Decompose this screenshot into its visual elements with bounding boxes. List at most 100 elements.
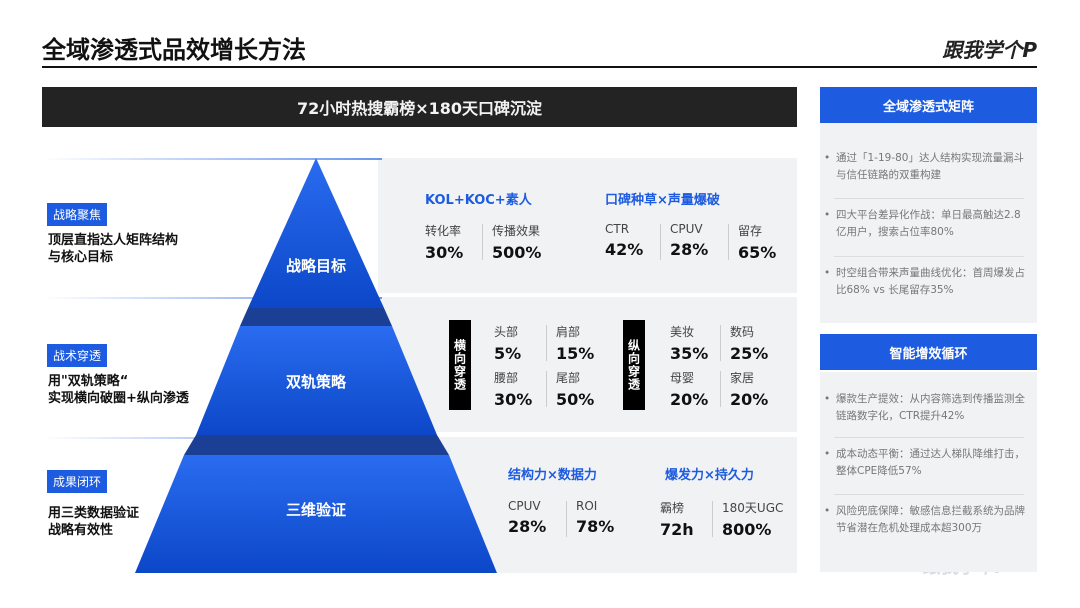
tier-band bbox=[240, 308, 392, 326]
metric-value: 78% bbox=[576, 517, 615, 536]
metric: 数码 25% bbox=[730, 323, 768, 363]
metric-label: 腰部 bbox=[494, 371, 519, 385]
tier-shape bbox=[135, 455, 497, 573]
metric: CPUV 28% bbox=[670, 222, 708, 259]
metric: 180天UGC 800% bbox=[722, 499, 783, 539]
tier-line bbox=[42, 297, 382, 299]
tier-desc: 实现横向破圈+纵向渗透 bbox=[48, 391, 189, 406]
metric-label: 美妆 bbox=[670, 325, 695, 339]
group-tag: 纵向穿透 bbox=[623, 320, 645, 410]
separator bbox=[834, 437, 1024, 438]
divider bbox=[546, 371, 547, 407]
sidebar-item: 四大平台差异化作战：单日最高触达2.8亿用户，搜索占位率80% bbox=[824, 207, 1026, 241]
sidebar-item: 风险兜底保障：敏感信息拦截系统为品牌节省潜在危机处理成本超300万 bbox=[824, 503, 1026, 537]
tier-desc: 与核心目标 bbox=[48, 250, 114, 265]
group-tag: 横向穿透 bbox=[449, 320, 471, 410]
metric: 肩部 15% bbox=[556, 323, 594, 363]
banner: 72小时热搜霸榜×180天口碑沉淀 bbox=[42, 87, 797, 127]
metric-label: ROI bbox=[576, 499, 598, 513]
pyramid-label: 双轨策略 bbox=[285, 373, 346, 391]
metric-value: 50% bbox=[556, 390, 595, 409]
metric: 母婴 20% bbox=[670, 369, 708, 409]
metric-value: 20% bbox=[730, 390, 769, 409]
sidebar-item: 时空组合带来声量曲线优化：首周爆发占比68% vs 长尾留存35% bbox=[824, 265, 1026, 299]
metric-value: 30% bbox=[425, 243, 464, 262]
separator bbox=[834, 198, 1024, 199]
metric: CPUV 28% bbox=[508, 499, 546, 536]
metric-label: 转化率 bbox=[425, 224, 462, 238]
tier-tag: 战术穿透 bbox=[47, 344, 108, 367]
tier-tag: 成果闭环 bbox=[47, 470, 108, 493]
group-title: 爆发力×持久力 bbox=[665, 468, 754, 483]
sidebar-item: 成本动态平衡：通过达人梯队降维打击，整体CPE降低57% bbox=[824, 446, 1026, 480]
tier-panel bbox=[378, 297, 797, 432]
title: 全域渗透式品效增长方法 bbox=[42, 36, 306, 64]
group-title: 结构力×数据力 bbox=[508, 468, 597, 483]
metric-label: 180天UGC bbox=[722, 501, 784, 515]
metric-label: 数码 bbox=[730, 325, 755, 339]
metric: 转化率 30% bbox=[425, 222, 463, 262]
metric: ROI 78% bbox=[576, 499, 614, 536]
metric-label: CPUV bbox=[670, 222, 703, 236]
metric-value: 65% bbox=[738, 243, 777, 262]
metric-label: 母婴 bbox=[670, 371, 695, 385]
metric: 美妆 35% bbox=[670, 323, 708, 363]
sidebar-title: 全域渗透式矩阵 bbox=[820, 87, 1037, 123]
header-rule bbox=[42, 66, 1037, 68]
metric-label: CPUV bbox=[508, 499, 541, 513]
metric-value: 72h bbox=[660, 520, 694, 539]
pyramid-label: 战略目标 bbox=[285, 257, 346, 275]
metric-label: 留存 bbox=[738, 224, 763, 238]
sidebar-body: 通过「1-19-80」达人结构实现流量漏斗与信任链路的双重构建四大平台差异化作战… bbox=[820, 123, 1037, 323]
metric-value: 800% bbox=[722, 520, 772, 539]
metric-value: 35% bbox=[670, 344, 709, 363]
tier-shape bbox=[248, 158, 384, 308]
metric-value: 5% bbox=[494, 344, 522, 363]
tier-tag: 战略聚焦 bbox=[47, 203, 108, 226]
pyramid-label: 三维验证 bbox=[285, 501, 346, 519]
metric-value: 15% bbox=[556, 344, 595, 363]
divider bbox=[728, 224, 729, 260]
divider bbox=[712, 501, 713, 537]
metric: 家居 20% bbox=[730, 369, 768, 409]
metric: 传播效果 500% bbox=[492, 222, 541, 262]
metric-label: 肩部 bbox=[556, 325, 581, 339]
metric: 腰部 30% bbox=[494, 369, 532, 409]
metric-value: 25% bbox=[730, 344, 769, 363]
metric-value: 28% bbox=[508, 517, 547, 536]
sidebar-body: 爆款生产提效：从内容筛选到传播监测全链路数字化，CTR提升42% 成本动态平衡：通… bbox=[820, 372, 1037, 572]
metric-label: 家居 bbox=[730, 371, 755, 385]
metric: 尾部 50% bbox=[556, 369, 594, 409]
divider bbox=[546, 325, 547, 361]
metric-value: 42% bbox=[605, 240, 644, 259]
metric-label: 霸榜 bbox=[660, 501, 685, 515]
divider bbox=[482, 224, 483, 260]
sidebar-title: 智能增效循环 bbox=[820, 334, 1037, 370]
separator bbox=[834, 494, 1024, 495]
metric-value: 500% bbox=[492, 243, 542, 262]
metric: 留存 65% bbox=[738, 222, 776, 262]
metric-label: 尾部 bbox=[556, 371, 581, 385]
metric-label: 头部 bbox=[494, 325, 519, 339]
sidebar-item: 爆款生产提效：从内容筛选到传播监测全链路数字化，CTR提升42% bbox=[824, 391, 1026, 425]
divider bbox=[720, 325, 721, 361]
divider bbox=[660, 224, 661, 260]
divider bbox=[566, 501, 567, 537]
tier-desc: 用"双轨策略“ bbox=[48, 374, 129, 389]
metric-label: 传播效果 bbox=[492, 224, 541, 238]
group-title: 口碑种草×声量爆破 bbox=[605, 193, 720, 208]
logo: 跟我学个P bbox=[942, 38, 1037, 62]
metric-value: 28% bbox=[670, 240, 709, 259]
tier-desc: 战略有效性 bbox=[48, 523, 114, 538]
sidebar-item: 通过「1-19-80」达人结构实现流量漏斗与信任链路的双重构建 bbox=[824, 150, 1026, 184]
metric-value: 20% bbox=[670, 390, 709, 409]
metric-value: 30% bbox=[494, 390, 533, 409]
tier-desc: 用三类数据验证 bbox=[48, 506, 140, 521]
metric-label: CTR bbox=[605, 222, 630, 236]
tier-band bbox=[184, 435, 449, 455]
metric: 霸榜 72h bbox=[660, 499, 694, 539]
tier-line bbox=[42, 158, 382, 160]
group-title: KOL+KOC+素人 bbox=[425, 193, 532, 208]
